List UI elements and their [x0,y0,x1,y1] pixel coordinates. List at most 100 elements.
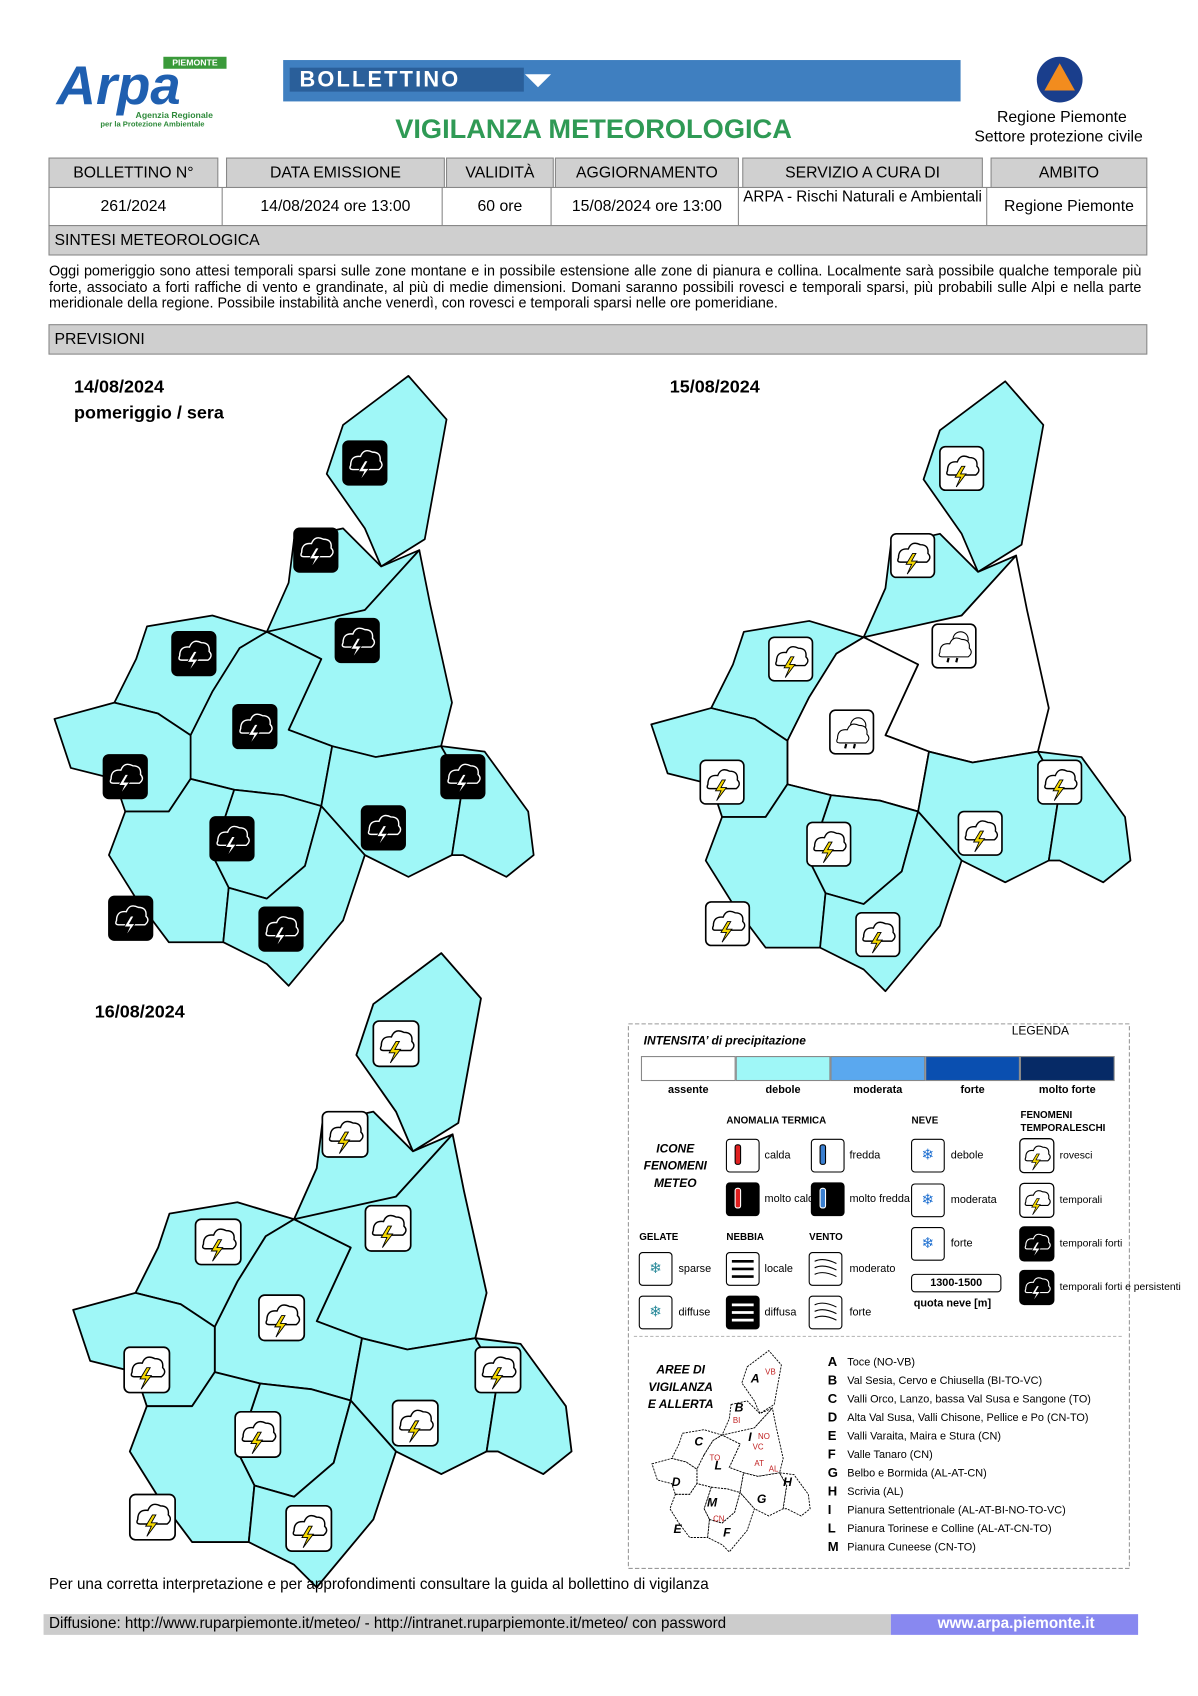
icon-lightning [357,460,371,482]
area-name: Valli Orco, Lanzo, bassa Val Susa e Sang… [847,1393,1091,1405]
legend: LEGENDA INTENSITA’ di precipitazione assen… [627,1023,1181,1569]
frost-icon: ❄ [649,1260,662,1277]
snow-icon: ❄ [922,1147,935,1164]
group-item: temporali forti [1060,1239,1123,1250]
wind-line [814,1309,837,1315]
intensity-label: assente [668,1084,709,1096]
summary-text: Oggi pomeriggio sono attesi temporali sp… [49,263,1142,311]
group-title: ANOMALIA TERMICA [726,1115,826,1126]
icon-cloud [239,713,273,734]
group-title: NEBBIA [726,1232,764,1243]
area-letter: A [828,1354,838,1369]
icon-cloud [813,831,847,852]
legend-icon-group [1019,1182,1055,1218]
icon-lightning [714,779,728,801]
logo-region: PIEMONTE [172,58,218,68]
frost-icon: ❄ [649,1304,662,1321]
mini-province: AT [754,1459,764,1468]
wind-line [814,1302,837,1308]
intensity-label: forte [960,1084,984,1096]
icon-cloud [447,763,481,784]
intensity-label: debole [766,1084,801,1096]
legend-icon [725,1182,760,1217]
group-title: TEMPORALESCHI [1020,1123,1105,1134]
footer-bar [43,1614,891,1635]
group-item: diffuse [679,1306,711,1318]
icon-cloud [399,1409,434,1431]
table-header-cell [225,157,445,189]
group-item: molto calda [765,1193,822,1205]
icon-lightning [1052,779,1065,801]
icon-lightning [1031,1153,1041,1171]
thermometer [819,1144,827,1165]
mini-province: CN [713,1515,725,1524]
table-cell: 261/2024 [100,198,166,215]
icon-lightning [250,1431,264,1455]
mini-zone [707,1491,755,1553]
icon-lightning [1031,1241,1041,1259]
area-name: Valli Varaita, Maira e Stura (CN) [847,1431,1001,1443]
icon-lightning [349,637,363,660]
icon-cloud [1024,1277,1051,1294]
group-item: forte [951,1238,973,1250]
icons-title: FENOMENI [644,1159,708,1173]
area-letter: B [828,1373,837,1388]
table-cell: Regione Piemonte [1004,198,1134,215]
map-date: 15/08/2024 [670,377,760,397]
intensity-swatch [735,1056,831,1082]
icon-cloud [775,646,809,667]
icon-lightning [1031,1198,1041,1215]
table-header-cell [48,157,219,189]
icon-lightning [123,915,136,938]
group-item: rovesci [1060,1150,1093,1161]
mini-province: VB [765,1367,776,1376]
authority: Regione Piemonte [997,109,1127,126]
icon-lightning [273,926,287,948]
icon-cloud [367,814,402,836]
section-bar [48,225,1148,256]
quota-value: 1300-1500 [930,1277,982,1289]
group-item: temporali [1060,1195,1102,1206]
icon-lightning [1031,1285,1041,1303]
icon-cloud [862,921,896,942]
legend-title: LEGENDA [1012,1024,1069,1038]
region-map [72,952,573,1589]
icon-lightning [301,1525,315,1549]
icon-cloud [136,1503,172,1525]
mini-province: TO [709,1454,720,1463]
icon-lightning [247,723,261,746]
area-letter: I [828,1502,832,1517]
mini-letter: I [748,1430,752,1444]
icon-lightning [337,1131,351,1154]
intensity-label: molto forte [1039,1084,1096,1096]
banner-label: BOLLETTINO [300,66,461,91]
area-name: Pianura Settentrionale (AL-AT-BI-NO-TO-V… [847,1505,1065,1517]
mini-province: AL [769,1464,779,1473]
group-item: debole [951,1150,984,1162]
icon-cloud [292,1514,328,1537]
wind-line [814,1272,837,1278]
icon-cloud [371,1214,407,1236]
icon-cloud [109,763,144,784]
legend-icon [725,1138,760,1173]
logo-region-box [163,56,227,69]
legend-icon [810,1138,845,1173]
section-label: SINTESI METEOROLOGICA [54,232,260,249]
icon-cloud [964,820,999,841]
mini-zone [669,1483,712,1538]
group-item: forte [849,1306,871,1318]
mini-letter: E [674,1522,683,1536]
group-item: moderato [849,1263,895,1275]
table-header: SERVIZIO A CURA DI [785,164,940,181]
icon-lightning [490,1367,504,1390]
group-title: GELATE [639,1232,678,1243]
icon-lightning [821,841,835,863]
mini-letter: F [723,1525,731,1539]
area-letter: E [828,1428,837,1443]
area-letter: G [828,1465,838,1480]
group-title: NEVE [912,1115,939,1126]
thermometer [734,1144,742,1165]
mini-zone [778,1472,811,1517]
icon-lightning [870,931,884,954]
